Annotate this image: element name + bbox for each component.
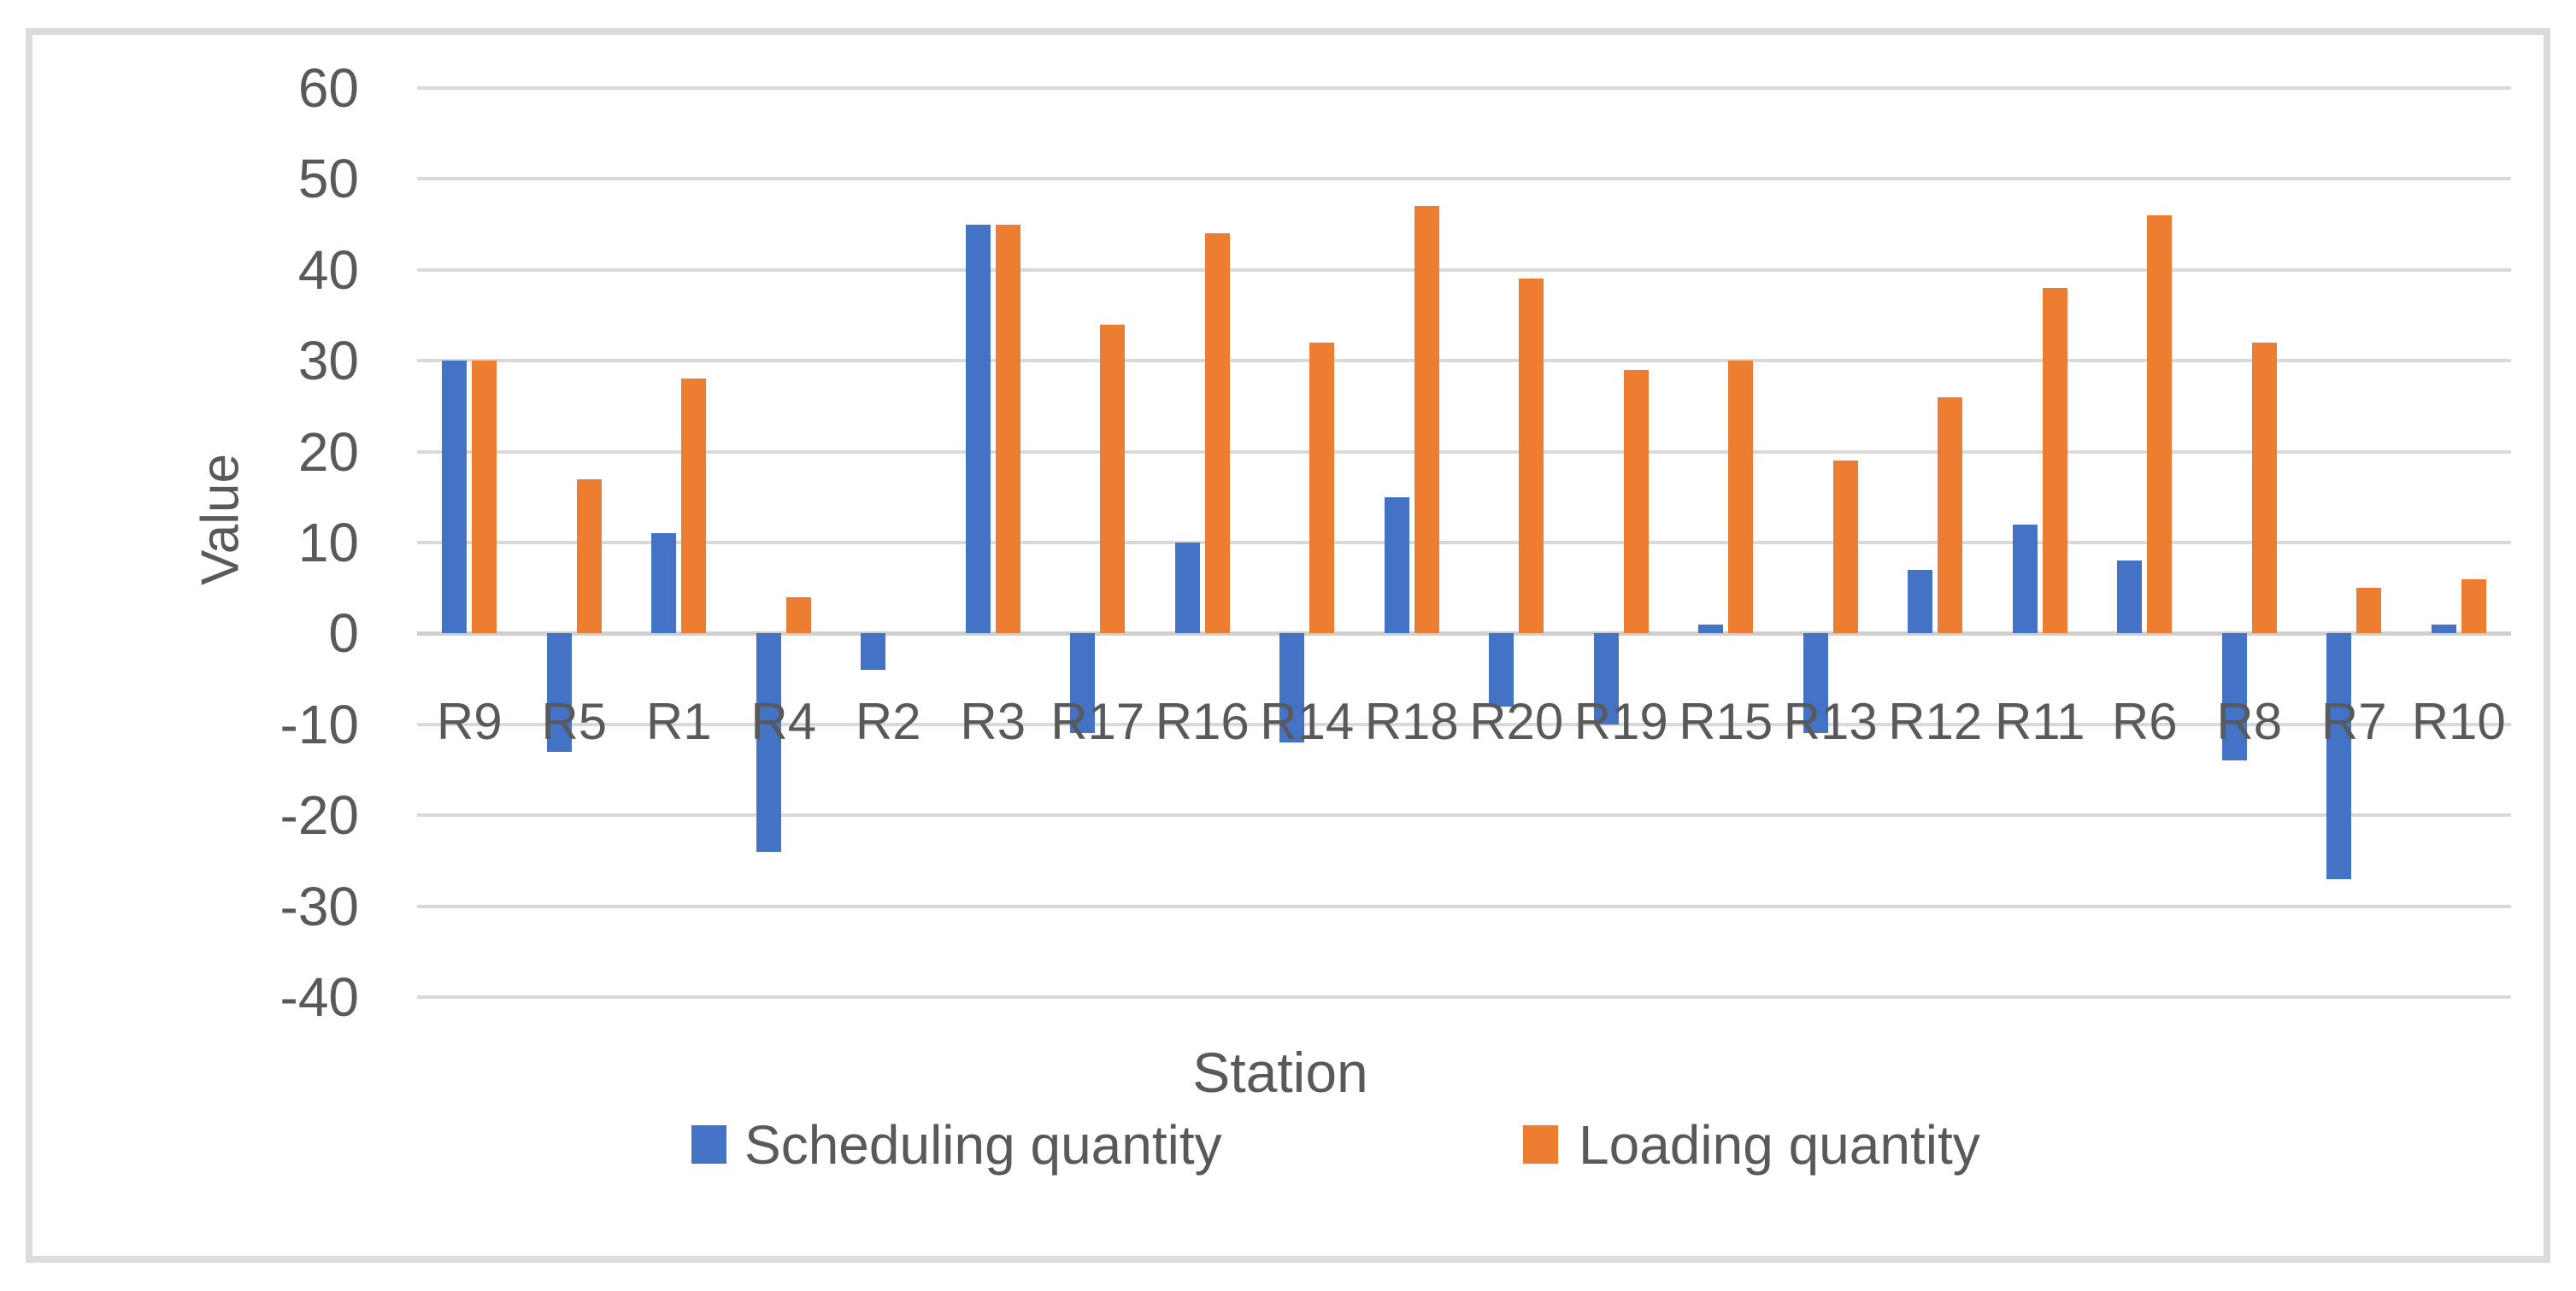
- gridline-y-0: [417, 631, 2511, 636]
- bar-loading-R20: [1519, 279, 1544, 634]
- category-label-R15: R15: [1679, 693, 1773, 750]
- y-tick-label--10: -10: [279, 693, 360, 755]
- bar-loading-R18: [1414, 206, 1439, 634]
- bar-scheduling-R9: [442, 361, 468, 634]
- gridline-y-10: [417, 541, 2511, 544]
- gridline-y-50: [417, 177, 2511, 181]
- bar-scheduling-R11: [2012, 524, 2038, 634]
- y-tick-label-40: 40: [297, 238, 359, 301]
- y-tick-label-10: 10: [297, 512, 359, 573]
- gridline-y-30: [417, 359, 2511, 363]
- bar-scheduling-R6: [2117, 560, 2143, 634]
- y-tick-label-60: 60: [297, 57, 359, 119]
- x-axis-title: Station: [1192, 1041, 1368, 1104]
- category-label-R5: R5: [541, 693, 608, 750]
- bar-loading-R12: [1938, 396, 1963, 634]
- bar-loading-R1: [681, 378, 707, 634]
- gridline-y--10: [417, 722, 2511, 726]
- bar-loading-R7: [2356, 588, 2382, 634]
- category-label-R1: R1: [645, 693, 712, 750]
- category-label-R9: R9: [436, 693, 503, 750]
- category-label-R3: R3: [960, 693, 1026, 750]
- bar-scheduling-R20: [1489, 633, 1514, 707]
- y-tick-label-30: 30: [297, 330, 359, 392]
- bar-scheduling-R8: [2221, 633, 2247, 761]
- bar-loading-R14: [1309, 342, 1335, 634]
- gridline-y-60: [417, 86, 2511, 90]
- bar-scheduling-R18: [1384, 496, 1409, 634]
- category-label-R12: R12: [1888, 693, 1983, 750]
- y-tick-label-0: 0: [328, 602, 359, 665]
- bar-scheduling-R13: [1803, 633, 1828, 734]
- bar-loading-R19: [1623, 369, 1649, 634]
- bar-scheduling-R10: [2431, 624, 2456, 634]
- legend-swatch-loading-quantity: [1523, 1125, 1558, 1164]
- category-label-R20: R20: [1469, 693, 1564, 750]
- bar-loading-R11: [2042, 288, 2067, 634]
- bar-loading-R15: [1728, 361, 1754, 634]
- category-label-R10: R10: [2411, 693, 2506, 750]
- bar-loading-R17: [1100, 324, 1126, 634]
- category-label-R18: R18: [1364, 693, 1459, 750]
- gridline-y-20: [417, 449, 2511, 454]
- category-label-R14: R14: [1260, 693, 1355, 750]
- bar-loading-R13: [1832, 461, 1858, 634]
- y-tick-label-50: 50: [297, 148, 359, 210]
- bar-scheduling-R7: [2326, 633, 2352, 879]
- bar-scheduling-R15: [1698, 624, 1724, 634]
- bar-scheduling-R12: [1908, 569, 1933, 634]
- bar-scheduling-R4: [756, 633, 781, 852]
- legend-swatch-scheduling-quantity: [691, 1125, 726, 1164]
- y-tick-label--30: -30: [279, 875, 360, 937]
- bar-scheduling-R3: [965, 224, 991, 634]
- plot-area: [417, 86, 2511, 999]
- figure-border: [26, 28, 2550, 1263]
- category-label-R11: R11: [1994, 693, 2085, 750]
- legend-label-loading-quantity: Loading quantity: [1579, 1114, 1980, 1176]
- category-label-R16: R16: [1155, 693, 1250, 750]
- bar-loading-R9: [472, 361, 497, 634]
- bar-scheduling-R19: [1593, 633, 1619, 725]
- bar-loading-R6: [2147, 214, 2173, 634]
- category-label-R13: R13: [1783, 693, 1878, 750]
- y-tick-label--20: -20: [279, 784, 360, 847]
- legend-label-scheduling-quantity: Scheduling quantity: [744, 1114, 1222, 1176]
- category-label-R8: R8: [2216, 693, 2283, 750]
- bar-loading-R10: [2461, 578, 2486, 634]
- bar-scheduling-R16: [1174, 543, 1200, 634]
- y-tick-label--40: -40: [279, 966, 360, 1028]
- bar-scheduling-R17: [1070, 633, 1096, 734]
- bar-scheduling-R1: [651, 533, 677, 634]
- bar-loading-R3: [995, 224, 1020, 634]
- gridline-y--20: [417, 813, 2511, 818]
- category-label-R17: R17: [1050, 693, 1145, 750]
- category-label-R19: R19: [1573, 693, 1668, 750]
- category-label-R2: R2: [855, 693, 921, 750]
- bar-scheduling-R14: [1279, 633, 1305, 743]
- bar-loading-R4: [785, 596, 811, 634]
- bar-loading-R16: [1204, 233, 1230, 634]
- category-label-R6: R6: [2111, 693, 2178, 750]
- category-label-R7: R7: [2320, 693, 2387, 750]
- bar-loading-R8: [2251, 342, 2277, 634]
- y-tick-label-20: 20: [297, 420, 359, 483]
- bar-loading-R5: [576, 478, 602, 634]
- category-label-R4: R4: [750, 693, 817, 750]
- bar-scheduling-R5: [546, 633, 572, 752]
- bar-scheduling-R2: [861, 633, 886, 670]
- gridline-y--40: [417, 995, 2511, 999]
- gridline-y-40: [417, 267, 2511, 272]
- gridline-y--30: [417, 904, 2511, 908]
